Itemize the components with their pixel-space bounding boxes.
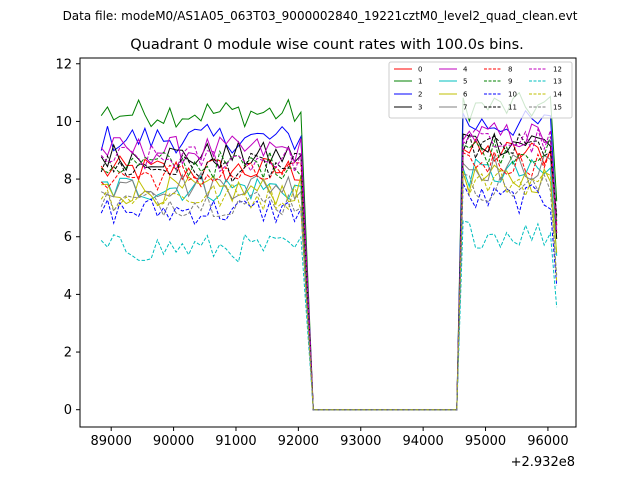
plot-frame (79, 57, 577, 428)
y-tick-label-8: 8 (64, 173, 72, 188)
x-tick-label-91000: 91000 (215, 434, 256, 449)
legend-label-2: 2 (418, 91, 422, 99)
y-tick-label-2: 2 (64, 346, 72, 361)
x-tick-label-94000: 94000 (402, 434, 443, 449)
series-line-5 (101, 158, 558, 411)
series-line-9 (100, 136, 558, 411)
y-tick-label-12: 12 (55, 57, 72, 72)
legend-label-6: 6 (463, 91, 468, 99)
series-line-7 (100, 154, 558, 411)
series-line-2 (100, 109, 558, 411)
y-tick-label-6: 6 (64, 230, 72, 245)
legend-label-1: 1 (418, 78, 422, 86)
y-axis: 0 2 4 6 8 10 12 (55, 57, 80, 418)
x-tick-label-95000: 95000 (465, 434, 506, 449)
legend-label-5: 5 (463, 78, 467, 86)
series-line-13 (100, 220, 558, 411)
series-line-4 (100, 121, 558, 411)
series-line-6 (101, 164, 558, 411)
x-tick-label-92000: 92000 (278, 434, 319, 449)
x-tick-label-96000: 96000 (527, 434, 568, 449)
legend-label-13: 13 (553, 78, 562, 86)
series-line-10 (100, 183, 558, 411)
legend-label-9: 9 (508, 78, 512, 86)
x-axis: 89000 90000 91000 92000 93000 94000 95000 96000 (91, 427, 569, 449)
x-tick-label-90000: 90000 (153, 434, 194, 449)
legend-label-7: 7 (463, 104, 467, 112)
series-line-15 (100, 173, 558, 411)
x-tick-label-89000: 89000 (91, 434, 132, 449)
series-line-12 (100, 127, 558, 411)
x-tick-label-93000: 93000 (340, 434, 381, 449)
series-layer (100, 91, 558, 411)
y-tick-label-10: 10 (55, 115, 72, 130)
legend-label-15: 15 (553, 104, 562, 112)
legend-label-3: 3 (418, 104, 422, 112)
y-tick-label-0: 0 (64, 403, 72, 418)
legend-label-12: 12 (553, 66, 562, 74)
chart-title: Quadrant 0 module wise count rates with … (130, 37, 524, 53)
x-axis-offset-label: +2.932e8 (511, 455, 575, 470)
y-tick-label-4: 4 (64, 288, 72, 303)
legend-label-10: 10 (508, 91, 517, 99)
chart-suptitle: Data file: modeM0/AS1A05_063T03_90000028… (63, 9, 578, 23)
series-line-0 (100, 138, 558, 411)
legend-label-8: 8 (508, 66, 512, 74)
series-line-8 (100, 150, 558, 411)
legend-label-0: 0 (418, 66, 422, 74)
legend-label-4: 4 (463, 66, 468, 74)
legend-label-11: 11 (508, 104, 517, 112)
legend-box (388, 61, 573, 119)
series-line-11 (100, 132, 558, 411)
legend-label-14: 14 (553, 91, 562, 99)
series-line-14 (100, 169, 558, 411)
